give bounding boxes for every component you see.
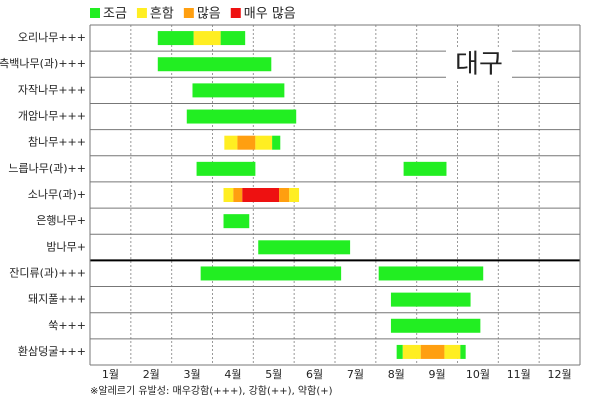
x-tick-label: 2월 — [143, 368, 160, 381]
range-bar — [192, 83, 285, 98]
range-bar — [193, 31, 221, 46]
range-bar — [186, 109, 297, 124]
range-bar — [279, 188, 290, 202]
row-label: 참나무+++ — [28, 136, 86, 149]
x-tick-label: 3월 — [184, 368, 201, 381]
range-bar — [223, 214, 250, 229]
row-label: 개암나무+++ — [18, 110, 86, 123]
x-tick-label: 10월 — [466, 368, 490, 381]
range-bar — [378, 266, 484, 281]
range-bar — [272, 135, 281, 150]
row-label: 측백나무(과)+++ — [0, 57, 86, 70]
range-bar — [420, 344, 445, 359]
x-tick-label: 7월 — [347, 368, 364, 381]
range-bar — [444, 344, 461, 359]
x-tick-label: 6월 — [306, 368, 323, 381]
range-bar — [157, 31, 194, 46]
legend-swatch — [136, 8, 147, 18]
row-label: 환삼덩굴+++ — [18, 345, 86, 358]
x-tick-label: 12월 — [548, 368, 572, 381]
row-label: 소나무(과)+ — [28, 188, 86, 201]
range-bar — [237, 135, 256, 150]
x-tick-label: 9월 — [429, 368, 446, 381]
range-bar — [157, 57, 272, 72]
x-tick-label: 8월 — [388, 368, 405, 381]
legend-swatch — [230, 8, 241, 18]
row-label: 자작나무+++ — [18, 83, 86, 96]
legend-swatch — [90, 8, 100, 18]
row-label: 밤나무+ — [46, 240, 86, 253]
row-label: 쑥+++ — [48, 319, 86, 332]
legend-swatch — [183, 8, 194, 18]
x-tick-label: 4월 — [224, 368, 241, 381]
range-bar — [289, 188, 300, 202]
range-bar — [390, 292, 471, 307]
range-bar — [403, 161, 447, 176]
legend-label: 흔함 — [150, 7, 174, 22]
footnote: ※알레르기 유발성: 매우강함(+++), 강함(++), 약함(+) — [90, 385, 333, 397]
legend-label: 많음 — [197, 7, 221, 22]
range-bar — [255, 135, 273, 150]
range-bar — [233, 188, 243, 202]
legend-label: 조금 — [103, 7, 127, 22]
x-tick-label: 5월 — [265, 368, 282, 381]
range-bar — [396, 344, 403, 359]
row-label: 오리나무+++ — [18, 31, 86, 44]
range-bar — [460, 344, 466, 359]
legend-label: 매우 많음 — [244, 7, 296, 22]
chart-title: 대구 — [455, 50, 503, 80]
row-label: 느릅나무(과)++ — [8, 162, 86, 175]
x-tick-label: 11월 — [507, 368, 531, 381]
range-bar — [402, 344, 421, 359]
range-bar — [220, 31, 246, 46]
range-bar — [200, 266, 342, 281]
range-bar — [390, 318, 481, 333]
range-bar — [223, 188, 234, 202]
range-bar — [196, 161, 256, 176]
range-bar — [224, 135, 238, 150]
row-label: 잔디류(과)+++ — [9, 266, 86, 279]
range-bar — [242, 188, 280, 202]
title-box — [446, 47, 512, 81]
range-bar — [258, 240, 351, 255]
row-label: 돼지풀+++ — [28, 293, 86, 306]
row-label: 은행나무+ — [36, 214, 86, 227]
x-tick-label: 1월 — [102, 368, 119, 381]
